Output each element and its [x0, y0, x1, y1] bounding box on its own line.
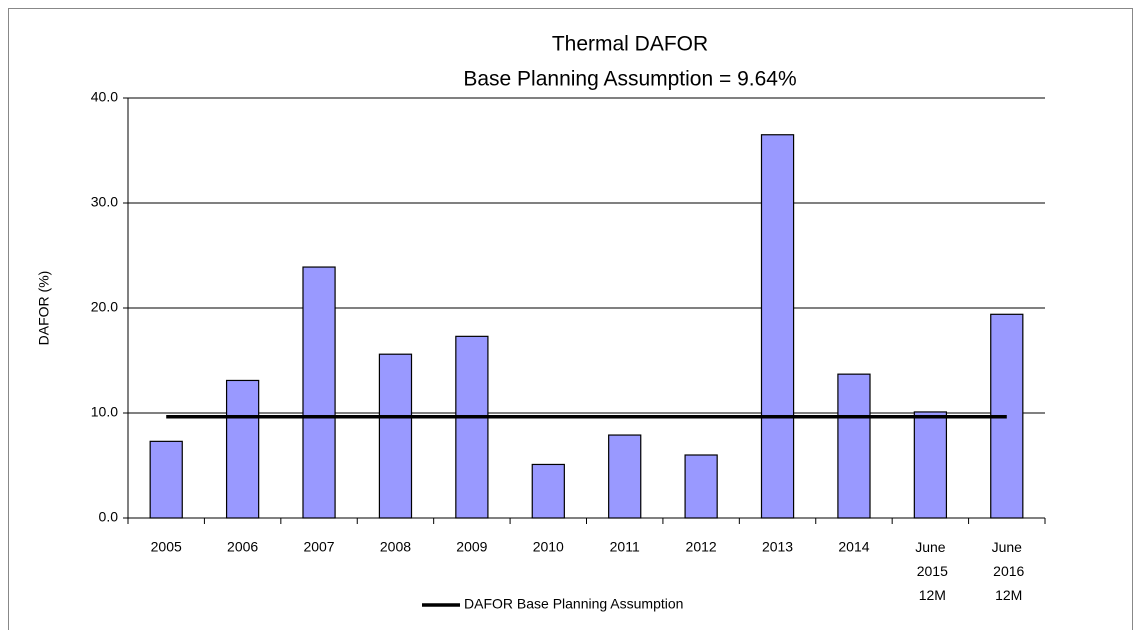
- x-tick-label: 2005: [151, 539, 182, 555]
- bar: [608, 434, 642, 519]
- x-tick-label: 2014: [838, 539, 869, 555]
- bar: [837, 373, 871, 519]
- bar: [531, 463, 565, 519]
- y-tick-label: 30.0: [91, 194, 118, 210]
- x-tick-label: 2006: [227, 539, 258, 555]
- bar: [149, 440, 183, 519]
- bar: [913, 411, 948, 519]
- y-tick-label: 40.0: [91, 89, 118, 105]
- y-tick-label: 20.0: [91, 299, 118, 315]
- x-tick-label: 2010: [533, 539, 564, 555]
- bar: [684, 454, 718, 519]
- y-axis-label: DAFOR (%): [36, 271, 52, 346]
- chart-frame: [8, 8, 1133, 630]
- x-tick-label: 2008: [380, 539, 411, 555]
- chart-title: Thermal DAFOR: [552, 33, 708, 56]
- x-tick-label: 2013: [762, 539, 793, 555]
- bar: [302, 266, 336, 519]
- y-tick-label: 10.0: [91, 404, 118, 420]
- bar: [455, 335, 489, 519]
- bar: [225, 379, 260, 519]
- x-tick-label: June 2016 12M: [989, 539, 1024, 603]
- x-tick-label: 2011: [610, 539, 640, 555]
- chart-subtitle: Base Planning Assumption = 9.64%: [463, 68, 796, 91]
- x-tick-label: 2007: [303, 539, 334, 555]
- x-tick-label: June 2015 12M: [913, 539, 948, 603]
- bar: [760, 134, 795, 519]
- legend-label: DAFOR Base Planning Assumption: [464, 596, 683, 612]
- x-tick-label: 2012: [686, 539, 717, 555]
- x-tick-label: 2009: [456, 539, 487, 555]
- y-tick-label: 0.0: [99, 509, 119, 525]
- bar: [378, 353, 413, 519]
